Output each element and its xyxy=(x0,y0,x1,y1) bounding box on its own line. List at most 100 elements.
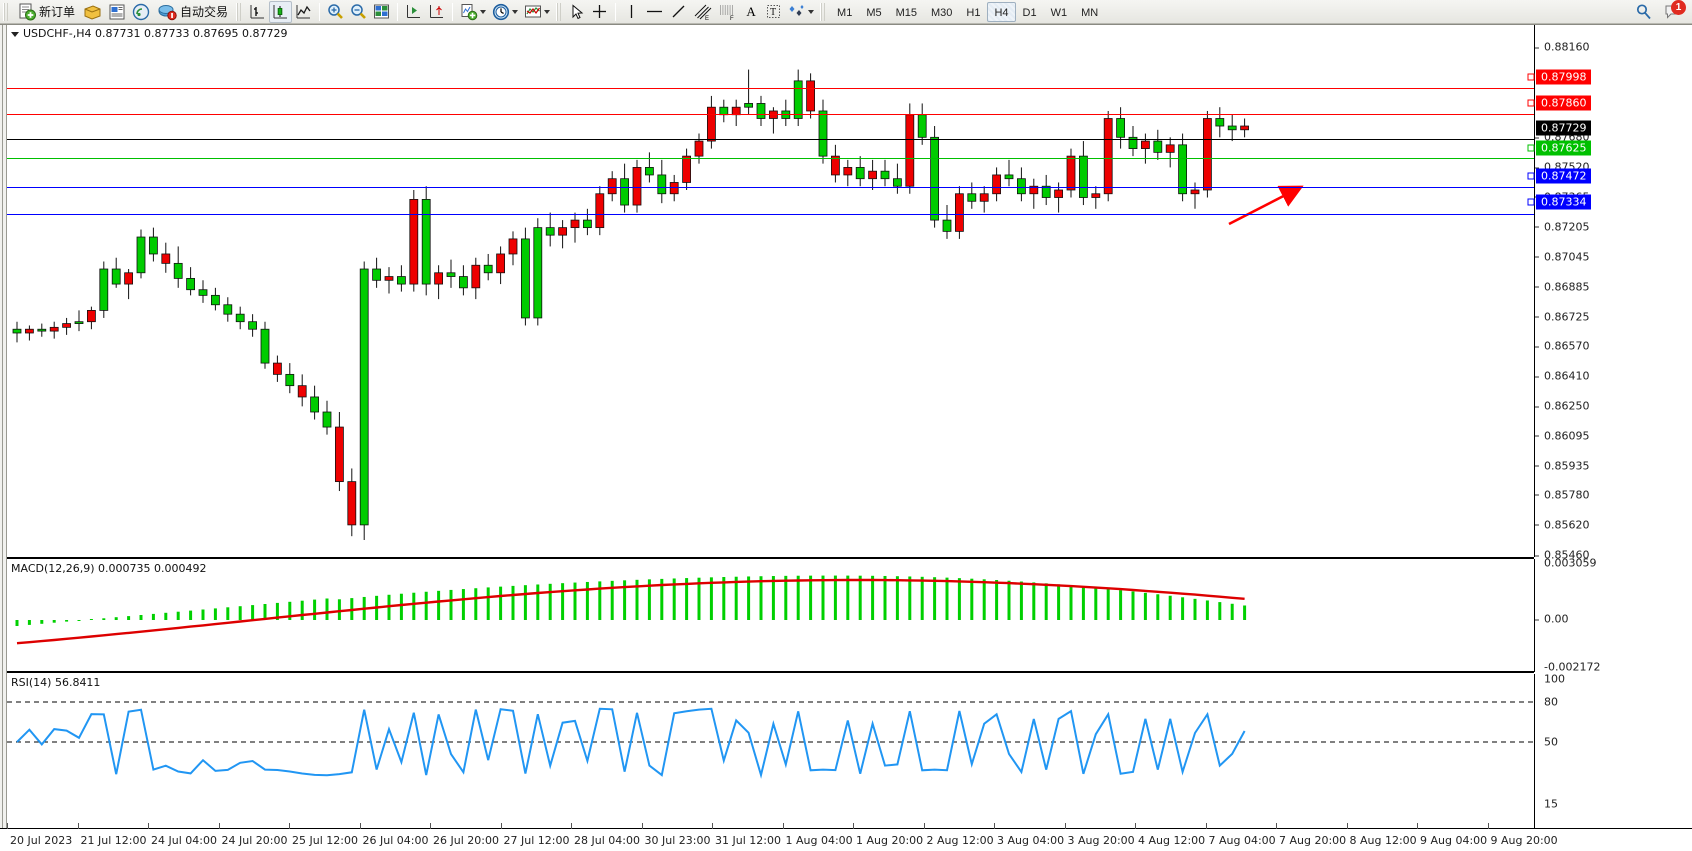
candlestick-chart-button[interactable] xyxy=(269,0,293,23)
zoom-in-icon xyxy=(328,4,343,19)
price-tick-086885: 0.86885 xyxy=(1535,280,1590,293)
data-window-button[interactable] xyxy=(370,1,393,23)
zoom-out-icon xyxy=(351,4,366,19)
toolbar-grip[interactable] xyxy=(3,2,10,21)
trendline-button[interactable] xyxy=(667,1,690,23)
macd-series xyxy=(15,575,1247,645)
rsi-scale[interactable]: 100 80 50 15 xyxy=(1534,673,1692,828)
time-separator xyxy=(782,823,784,829)
price-tag-087860[interactable]: 0.87860 xyxy=(1536,95,1591,111)
price-level-line-087729[interactable] xyxy=(7,139,1534,140)
time-separator xyxy=(712,823,713,829)
indicators-button[interactable] xyxy=(521,1,553,23)
svg-text:F: F xyxy=(730,16,734,21)
price-pane[interactable]: USDCHF-,H4 0.87731 0.87733 0.87695 0.877… xyxy=(7,25,1534,557)
news-button[interactable] xyxy=(105,1,129,23)
crosshair-button[interactable] xyxy=(588,1,611,23)
text-label-button[interactable]: T xyxy=(762,1,785,23)
alerts-button[interactable]: 1 xyxy=(1660,0,1686,23)
chart-left-grip[interactable] xyxy=(0,25,7,828)
price-scale[interactable]: 0.881600.876800.875200.873650.872050.870… xyxy=(1527,25,1692,562)
price-tag-087472[interactable]: 0.87472 xyxy=(1536,168,1591,184)
symbol-dropdown-icon[interactable] xyxy=(11,31,19,37)
price-level-line-087998[interactable] xyxy=(7,88,1534,89)
label-icon: T xyxy=(767,5,781,18)
autoscroll-button[interactable] xyxy=(402,1,425,23)
toolbar-grip-2[interactable] xyxy=(236,2,244,21)
shapes-caret-icon[interactable] xyxy=(808,9,815,14)
zoom-in-button[interactable] xyxy=(324,1,347,23)
horizontal-line-button[interactable] xyxy=(642,1,667,23)
period-caret-icon[interactable] xyxy=(512,9,519,14)
timeframe-m30[interactable]: M30 xyxy=(931,6,953,19)
text-button[interactable]: A xyxy=(740,1,762,23)
vertical-line-button[interactable] xyxy=(620,1,642,23)
signals-button[interactable] xyxy=(129,1,153,23)
svg-text:E: E xyxy=(705,16,709,21)
price-tick-086410: 0.86410 xyxy=(1535,370,1590,383)
price-tag-087998[interactable]: 0.87998 xyxy=(1536,69,1591,85)
autotrading-button[interactable]: 自动交易 xyxy=(153,1,233,23)
toolbar-grip-3[interactable] xyxy=(556,2,564,21)
timeframe-m1[interactable]: M1 xyxy=(837,6,853,19)
new-order-button[interactable]: 新订单 xyxy=(13,1,80,23)
price-tag-087625[interactable]: 0.87625 xyxy=(1536,140,1591,156)
level-handle-087860[interactable] xyxy=(1527,99,1535,107)
line-chart-button[interactable] xyxy=(292,1,315,23)
indicators-icon xyxy=(525,5,542,17)
toolbar-separator-2 xyxy=(397,2,399,21)
level-handle-087334[interactable] xyxy=(1527,198,1535,206)
time-separator xyxy=(7,823,8,829)
level-handle-087472[interactable] xyxy=(1527,172,1535,180)
macd-scale[interactable]: 0.003059 0.00 -0.002172 xyxy=(1534,557,1692,674)
price-level-line-087860[interactable] xyxy=(7,114,1534,115)
bar-chart-button[interactable] xyxy=(246,1,269,23)
timeframe-m5[interactable]: M5 xyxy=(866,6,882,19)
search-button[interactable] xyxy=(1632,1,1656,23)
timeframe-mn[interactable]: MN xyxy=(1081,6,1099,19)
price-tag-087334[interactable]: 0.87334 xyxy=(1536,194,1591,210)
equidistant-channel-button[interactable]: E xyxy=(690,1,715,23)
price-level-line-087625[interactable] xyxy=(7,158,1534,159)
time-axis[interactable]: 20 Jul 2023 21 Jul 12:00 24 Jul 04:00 24 Ju… xyxy=(0,823,1692,851)
time-label: 4 Aug 12:00 xyxy=(1138,834,1206,847)
price-level-line-087334[interactable] xyxy=(7,214,1534,215)
templates-icon xyxy=(461,3,478,20)
timeframe-w1[interactable]: W1 xyxy=(1050,6,1068,19)
fibonacci-button[interactable]: F xyxy=(715,1,740,23)
templates-button[interactable] xyxy=(457,1,489,23)
timeframe-m15[interactable]: M15 xyxy=(895,6,917,19)
chart-shift-button[interactable] xyxy=(425,1,448,23)
price-tag-087729[interactable]: 0.87729 xyxy=(1536,120,1591,136)
templates-caret-icon[interactable] xyxy=(480,9,487,14)
news-icon xyxy=(109,4,125,19)
wallet-button[interactable] xyxy=(80,1,105,23)
trendline-icon xyxy=(672,5,685,18)
timeframe-h4[interactable]: H4 xyxy=(987,1,1016,22)
price-tick-086250: 0.86250 xyxy=(1535,400,1590,413)
time-label: 27 Jul 12:00 xyxy=(503,834,570,847)
price-level-line-087472[interactable] xyxy=(7,187,1534,188)
zoom-out-button[interactable] xyxy=(347,1,370,23)
time-label: 25 Jul 12:00 xyxy=(292,834,358,847)
bar-chart-icon xyxy=(250,5,265,19)
time-separator xyxy=(218,823,220,829)
timeframe-d1[interactable]: D1 xyxy=(1022,6,1037,19)
timeframe-h1[interactable]: H1 xyxy=(966,6,981,19)
toolbar-grip-4[interactable] xyxy=(820,2,828,21)
pane-divider-main-macd[interactable] xyxy=(7,557,1534,559)
macd-tick-0002172: -0.002172 xyxy=(1544,660,1601,674)
cursor-button[interactable] xyxy=(566,1,588,23)
pane-divider-macd-rsi[interactable] xyxy=(7,671,1534,673)
period-button[interactable] xyxy=(489,1,521,23)
time-separator xyxy=(500,823,502,829)
level-handle-087998[interactable] xyxy=(1527,73,1535,81)
rsi-pane[interactable]: RSI(14) 56.8411 xyxy=(7,674,1534,828)
main-toolbar: 新订单 xyxy=(0,0,1692,24)
macd-pane[interactable]: MACD(12,26,9) 0.000735 0.000492 xyxy=(7,560,1534,673)
level-handle-087625[interactable] xyxy=(1527,144,1535,152)
symbol-ohlc-label: USDCHF-,H4 0.87731 0.87733 0.87695 0.877… xyxy=(11,27,287,40)
indicators-caret-icon[interactable] xyxy=(544,9,551,14)
alert-badge: 1 xyxy=(1671,0,1686,15)
shapes-button[interactable] xyxy=(785,1,817,23)
